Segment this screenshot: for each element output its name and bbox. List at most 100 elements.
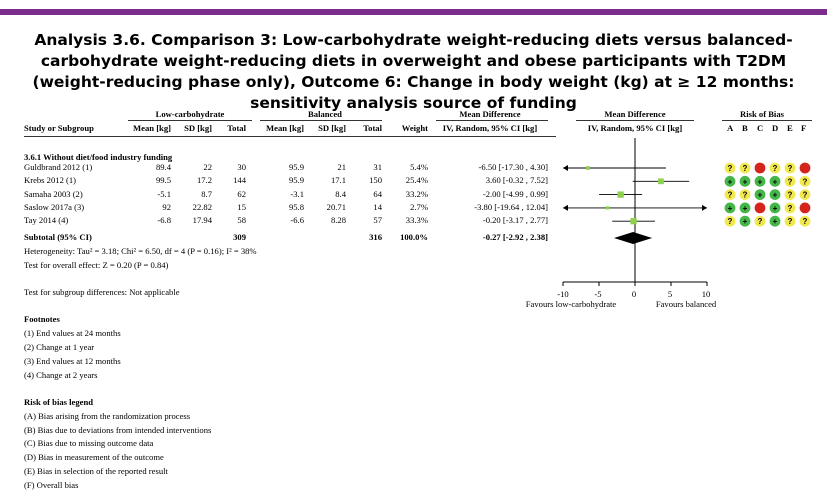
subgroup-differences-text: Test for subgroup differences: Not appli… (24, 287, 180, 297)
rob-dot (769, 215, 781, 227)
md-method-header: IV, Random, 95% CI [kg] (442, 123, 538, 133)
rob-dot-symbol: ? (788, 191, 793, 200)
rob-dot-symbol: ? (728, 191, 733, 200)
md-plot-rule (576, 120, 694, 121)
study-weight-cell: 25.4% (405, 175, 428, 186)
rob-dot-symbol: + (758, 177, 763, 186)
rob-dot (724, 162, 736, 174)
rob-dot-symbol: + (773, 217, 778, 226)
subtotal-ci: -0.27 [-2.92 , 2.38] (482, 232, 548, 242)
rob-legend-item: (E) Bias in selection of the reported re… (24, 466, 168, 476)
rob-letter-e: E (787, 123, 793, 133)
study-study-cell: Krebs 2012 (1) (24, 175, 77, 186)
study-mean1-cell: 92 (162, 201, 171, 212)
study-mean1-cell: 89.4 (155, 162, 171, 172)
study-total2-cell: 31 (373, 162, 382, 172)
rob-letter-c: C (757, 123, 764, 133)
rob-dot (784, 189, 796, 201)
tick-label-10: 10 (701, 289, 711, 299)
study-mean2-cell: 95.9 (288, 162, 304, 172)
rob-dot-symbol: ? (803, 217, 808, 226)
rob-letter-f: F (801, 123, 807, 133)
favours-left-label: Favours low-carbohydrate (525, 299, 617, 309)
sd1-col-header: SD [kg] (184, 123, 212, 133)
rob-legend-item: (A) Bias arising from the randomization … (24, 411, 191, 421)
tick-label-neg10: -10 (557, 289, 569, 299)
rob-dot (799, 202, 811, 214)
study-ci-cell: 3.60 [-0.32 , 7.52] (485, 175, 548, 186)
rob-dot-symbol: - (759, 164, 762, 173)
rob-dot (739, 189, 751, 201)
rob-dot (799, 189, 811, 201)
rob-dot-symbol: ? (728, 217, 733, 226)
effect-square (586, 166, 591, 170)
overall-effect-text: Test for overall effect: Z = 0.20 (P = 0… (24, 260, 169, 270)
study-ci-cell: -2.00 [-4.99 , 0.99] (482, 188, 548, 199)
group2-rule (260, 120, 382, 121)
group1-rule (128, 120, 252, 121)
ci-left-arrow (563, 204, 568, 211)
rob-legend-item: (C) Bias due to missing outcome data (24, 438, 154, 448)
rob-dot-symbol: - (804, 204, 807, 213)
study-sd2-cell: 8.28 (330, 215, 346, 226)
rob-letter-d: D (772, 123, 779, 133)
study-weight-cell: 2.7% (410, 201, 428, 212)
rob-dot (754, 175, 766, 187)
rob-dot-symbol: + (728, 204, 733, 213)
rob-legend-item: (F) Overall bias (24, 480, 79, 490)
subtotal-weight: 100.0% (400, 232, 428, 242)
rob-dot (724, 202, 736, 214)
md-plot-method-header: IV, Random, 95% CI [kg] (587, 123, 683, 133)
rob-dot-symbol: + (743, 217, 748, 226)
rob-dot (769, 189, 781, 201)
rob-dot (799, 162, 811, 174)
study-total1-cell: 62 (237, 188, 246, 199)
study-total1-cell: 30 (237, 162, 246, 172)
study-total1-cell: 144 (233, 175, 246, 186)
rob-dot (784, 162, 796, 174)
group1-header: Low-carbohydrate (155, 109, 225, 119)
study-mean1-cell: 99.5 (155, 175, 171, 186)
rob-dot-symbol: ? (788, 164, 793, 173)
study-sd2-cell: 8.4 (335, 188, 346, 199)
rob-dot (769, 202, 781, 214)
sd2-col-header: SD [kg] (318, 123, 346, 133)
study-study-cell: Tay 2014 (4) (24, 215, 69, 226)
rob-dot-symbol: ? (758, 217, 763, 226)
subgroup-title: 3.6.1 Without diet/food industry funding (24, 152, 173, 162)
study-ci-cell: -0.20 [-3.17 , 2.77] (482, 215, 548, 226)
rob-dot (754, 189, 766, 201)
study-total2-cell: 14 (373, 201, 382, 212)
tick-label-5: 5 (667, 289, 673, 299)
rob-legend-item: (B) Bias due to deviations from intended… (24, 425, 212, 435)
rob-dot (739, 202, 751, 214)
rob-letter-a: A (727, 123, 734, 133)
rob-legend-item: (D) Bias in measurement of the outcome (24, 452, 164, 462)
rob-dot-symbol: ? (788, 177, 793, 186)
rob-dot-symbol: + (758, 191, 763, 200)
effect-square (658, 178, 664, 185)
study-sd1-cell: 22.82 (192, 201, 212, 212)
rob-dot-symbol: - (759, 204, 762, 213)
rob-dot (769, 162, 781, 174)
study-total2-cell: 64 (373, 188, 382, 199)
favours-right-label: Favours balanced (655, 299, 717, 309)
effect-square (617, 191, 624, 198)
tick-label-neg5: -5 (594, 289, 602, 299)
study-sd2-cell: 20.71 (326, 201, 346, 212)
mean2-col-header: Mean [kg] (266, 123, 304, 133)
md-plot-header: Mean Difference (604, 109, 666, 119)
rob-dot-symbol: + (728, 177, 733, 186)
analysis-title: Analysis 3.6. Comparison 3: Low-carbohyd… (32, 31, 795, 112)
study-sd2-cell: 21 (337, 162, 346, 172)
footnote-item: (2) Change at 1 year (24, 342, 95, 352)
study-weight-cell: 33.2% (405, 188, 428, 199)
rob-dot-symbol: + (773, 204, 778, 213)
study-total2-cell: 57 (373, 215, 382, 226)
rob-dot-symbol: + (773, 191, 778, 200)
rob-header: Risk of Bias (740, 109, 784, 119)
footnote-item: (3) End values at 12 months (24, 356, 121, 366)
study-weight-cell: 33.3% (405, 215, 428, 226)
md-header: Mean Difference (459, 109, 521, 119)
